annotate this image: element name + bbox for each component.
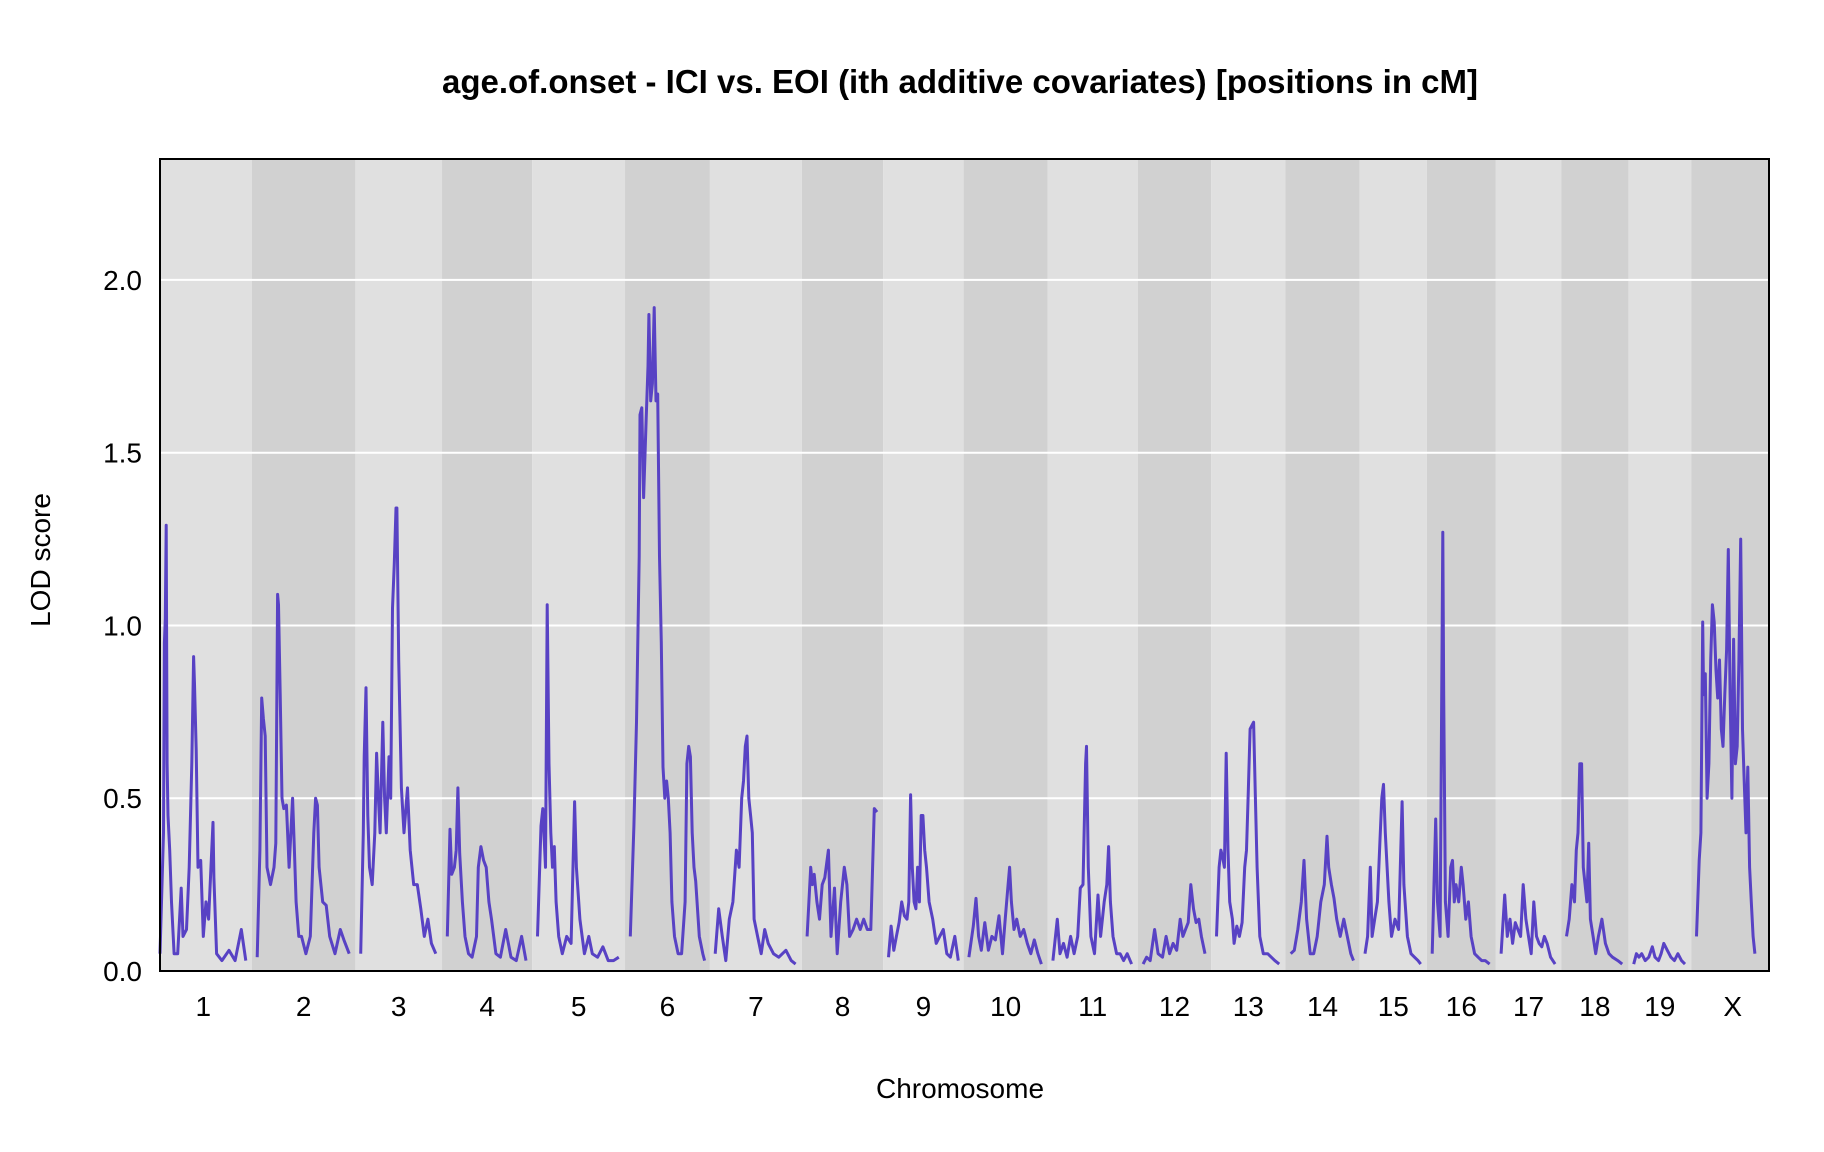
y-axis: 0.0 0.5 1.0 1.5 2.0 <box>103 265 142 987</box>
lod-line-chr-1 <box>158 523 248 963</box>
y-axis-label: LOD score <box>25 493 56 627</box>
x-tick-label: 9 <box>916 991 932 1022</box>
chromosome-band <box>532 159 626 971</box>
lod-line-chr-14 <box>1289 834 1355 962</box>
lod-line-chr-6 <box>628 306 707 961</box>
x-tick-label: 11 <box>1078 991 1107 1022</box>
x-tick-label: 4 <box>479 991 495 1022</box>
x-axis: 1 2 3 4 5 6 7 8 9 10 11 12 13 14 15 16 17 18 19 X <box>196 991 1743 1022</box>
lod-line-chr-17 <box>1499 883 1557 965</box>
x-tick-label: 15 <box>1378 991 1409 1022</box>
chromosome-band <box>160 159 252 971</box>
y-tick-label: 1.0 <box>103 610 142 641</box>
chart-title: age.of.onset - ICI vs. EOI (ith additive… <box>442 63 1478 100</box>
y-tick-label: 1.5 <box>103 438 142 469</box>
lod-line-chr-2 <box>255 592 351 958</box>
chromosome-band <box>1495 159 1562 971</box>
x-tick-label: 19 <box>1644 991 1675 1022</box>
chromosome-band <box>963 159 1048 971</box>
lod-line-chr-8 <box>805 807 879 956</box>
x-tick-label: 3 <box>391 991 407 1022</box>
x-tick-label: 16 <box>1446 991 1477 1022</box>
x-tick-label: 1 <box>196 991 212 1022</box>
x-tick-label: 7 <box>748 991 764 1022</box>
chromosome-band <box>1561 159 1629 971</box>
x-tick-label: 13 <box>1233 991 1264 1022</box>
plot-border <box>159 158 1770 972</box>
x-tick-label: 2 <box>296 991 312 1022</box>
y-tick-label: 0.5 <box>103 783 142 814</box>
lod-line-chr-11 <box>1051 744 1133 965</box>
lod-line-chr-18 <box>1565 762 1624 966</box>
lod-series <box>158 306 1757 966</box>
lod-line-chr-5 <box>536 603 620 963</box>
chromosome-band <box>1628 159 1692 971</box>
lod-line-chr-3 <box>359 506 438 955</box>
chromosome-band <box>251 159 356 971</box>
lod-line-chr-4 <box>445 786 528 963</box>
gridlines <box>160 278 1769 800</box>
x-tick-label: 12 <box>1159 991 1190 1022</box>
x-tick-label: 8 <box>835 991 851 1022</box>
x-axis-label: Chromosome <box>876 1073 1044 1104</box>
lod-line-chr-X <box>1695 537 1757 954</box>
lod-line-chr-10 <box>967 865 1043 965</box>
lod-line-chr-9 <box>887 793 960 961</box>
lod-line-chr-12 <box>1141 883 1207 965</box>
chromosome-band <box>1285 159 1360 971</box>
x-tick-label: X <box>1723 991 1742 1022</box>
x-tick-label: 6 <box>660 991 676 1022</box>
chromosome-band <box>709 159 802 971</box>
lod-line-chr-19 <box>1632 941 1687 966</box>
chromosome-band <box>1137 159 1212 971</box>
y-tick-label: 0.0 <box>103 956 142 987</box>
x-tick-label: 17 <box>1513 991 1544 1022</box>
lod-line-chr-7 <box>713 734 797 966</box>
x-tick-label: 5 <box>571 991 587 1022</box>
chromosome-band <box>1359 159 1427 971</box>
lod-line-chr-16 <box>1430 530 1491 966</box>
lod-line-chr-13 <box>1215 720 1281 966</box>
chromosome-band <box>801 159 884 971</box>
lod-line-chr-15 <box>1363 782 1422 966</box>
x-tick-label: 14 <box>1307 991 1338 1022</box>
chromosome-band <box>1426 159 1496 971</box>
chromosome-band <box>1047 159 1138 971</box>
y-tick-label: 2.0 <box>103 265 142 296</box>
x-tick-label: 10 <box>990 991 1021 1022</box>
x-tick-label: 18 <box>1579 991 1610 1022</box>
chromosome-band <box>1691 159 1769 971</box>
